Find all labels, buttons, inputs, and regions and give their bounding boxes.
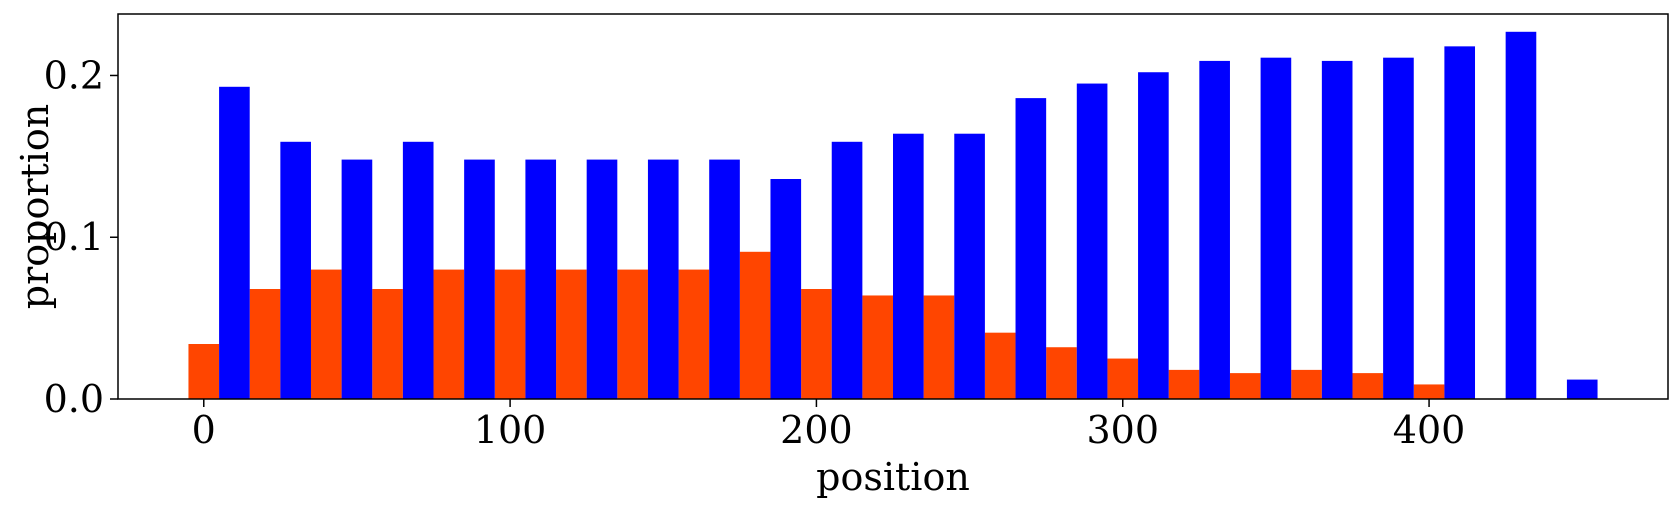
bar-series2-110 bbox=[525, 159, 557, 399]
bar-series2-330 bbox=[1199, 60, 1230, 399]
bar-series2-170 bbox=[709, 159, 740, 399]
bars-layer bbox=[188, 31, 1598, 400]
bar-series2-450 bbox=[1566, 379, 1598, 399]
x-tick-label: 400 bbox=[1393, 408, 1466, 452]
bar-series2-270 bbox=[1015, 98, 1047, 399]
bar-series2-190 bbox=[770, 179, 802, 399]
bar-series2-250 bbox=[954, 133, 985, 400]
bar-series2-350 bbox=[1260, 57, 1292, 399]
bar-series1-340 bbox=[1229, 373, 1261, 399]
bar-series2-310 bbox=[1138, 72, 1169, 399]
x-ticks: 0 100 200 300 400 bbox=[192, 399, 1466, 452]
bar-series2-70 bbox=[402, 141, 434, 399]
plot-frame bbox=[117, 13, 1669, 400]
bar-series2-230 bbox=[893, 133, 924, 400]
bar-series1-180 bbox=[739, 251, 771, 399]
y-tick-label: 0.1 bbox=[44, 215, 104, 259]
bar-series1-40 bbox=[310, 269, 342, 399]
x-axis-label: position bbox=[816, 455, 970, 499]
y-tick-label: 0.2 bbox=[44, 53, 104, 97]
bar-series1-20 bbox=[249, 289, 281, 399]
x-tick-label: 100 bbox=[474, 408, 547, 452]
bar-series1-360 bbox=[1291, 369, 1322, 399]
bar-series1-140 bbox=[617, 269, 648, 399]
bar-series1-200 bbox=[801, 289, 832, 399]
bar-series1-400 bbox=[1413, 384, 1445, 399]
bar-series1-160 bbox=[678, 269, 710, 399]
bar-series1-60 bbox=[372, 289, 403, 399]
bar-series1-100 bbox=[494, 269, 526, 399]
bar-series2-10 bbox=[219, 86, 250, 399]
bar-series2-210 bbox=[831, 141, 863, 399]
bar-series2-90 bbox=[464, 159, 495, 399]
bar-series1-240 bbox=[923, 295, 955, 399]
bar-series1-80 bbox=[433, 269, 465, 399]
bar-series1-0 bbox=[188, 344, 220, 399]
bar-series1-260 bbox=[984, 332, 1016, 399]
x-tick-label: 300 bbox=[1086, 408, 1159, 452]
x-tick-label: 0 bbox=[192, 408, 216, 452]
bar-series2-150 bbox=[647, 159, 679, 399]
bar-series1-220 bbox=[862, 295, 893, 399]
y-ticks: 0.0 0.1 0.2 bbox=[44, 53, 118, 421]
bar-series2-30 bbox=[280, 141, 311, 399]
bar-series2-390 bbox=[1383, 57, 1414, 399]
x-tick-label: 200 bbox=[780, 408, 853, 452]
y-axis-label: proportion bbox=[13, 104, 57, 310]
bar-series2-290 bbox=[1076, 83, 1108, 399]
bar-series2-370 bbox=[1321, 60, 1353, 399]
bar-series2-50 bbox=[341, 159, 373, 399]
bar-series1-280 bbox=[1046, 347, 1077, 399]
bar-series1-380 bbox=[1352, 373, 1384, 399]
bar-series1-120 bbox=[556, 269, 587, 399]
y-tick-label: 0.0 bbox=[44, 377, 104, 421]
bar-series1-320 bbox=[1168, 369, 1200, 399]
bar-series1-300 bbox=[1107, 358, 1139, 399]
bar-series2-430 bbox=[1505, 31, 1537, 399]
bar-series2-410 bbox=[1444, 46, 1476, 400]
bar-series2-130 bbox=[586, 159, 618, 399]
